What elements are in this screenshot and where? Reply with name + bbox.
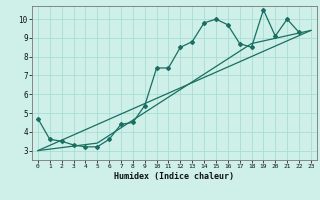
X-axis label: Humidex (Indice chaleur): Humidex (Indice chaleur): [115, 172, 234, 181]
